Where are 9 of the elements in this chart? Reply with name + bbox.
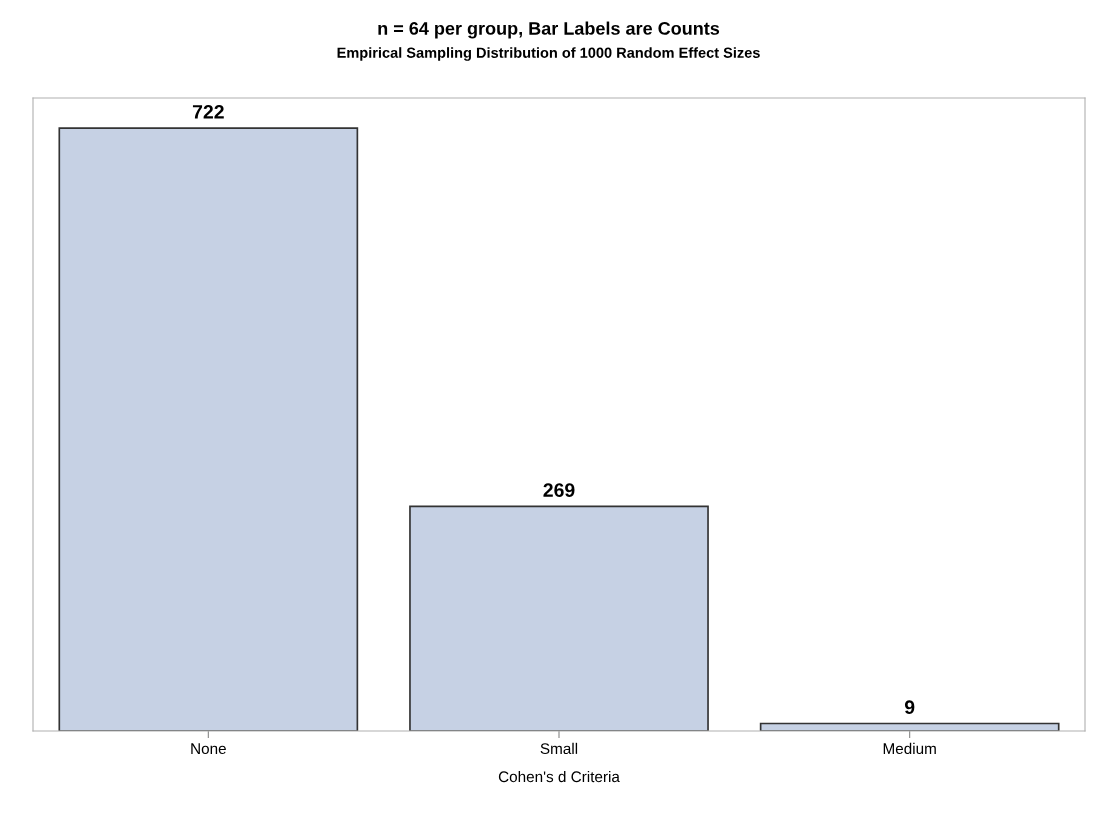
x-tick-label: Medium xyxy=(883,742,936,755)
data-label: 722 xyxy=(192,104,224,119)
x-tick-label: None xyxy=(191,743,226,755)
chart-title: n = 64 per group, Bar Labels are Counts xyxy=(378,21,720,39)
data-label: 269 xyxy=(543,483,575,497)
x-tick-label: Small xyxy=(540,742,578,755)
x-axis-title: Cohen's d Criteria xyxy=(498,770,620,783)
data-label: 9 xyxy=(904,700,915,715)
chart-subtitle: Empirical Sampling Distribution of 1000 Random Effect Sizes xyxy=(337,47,760,61)
